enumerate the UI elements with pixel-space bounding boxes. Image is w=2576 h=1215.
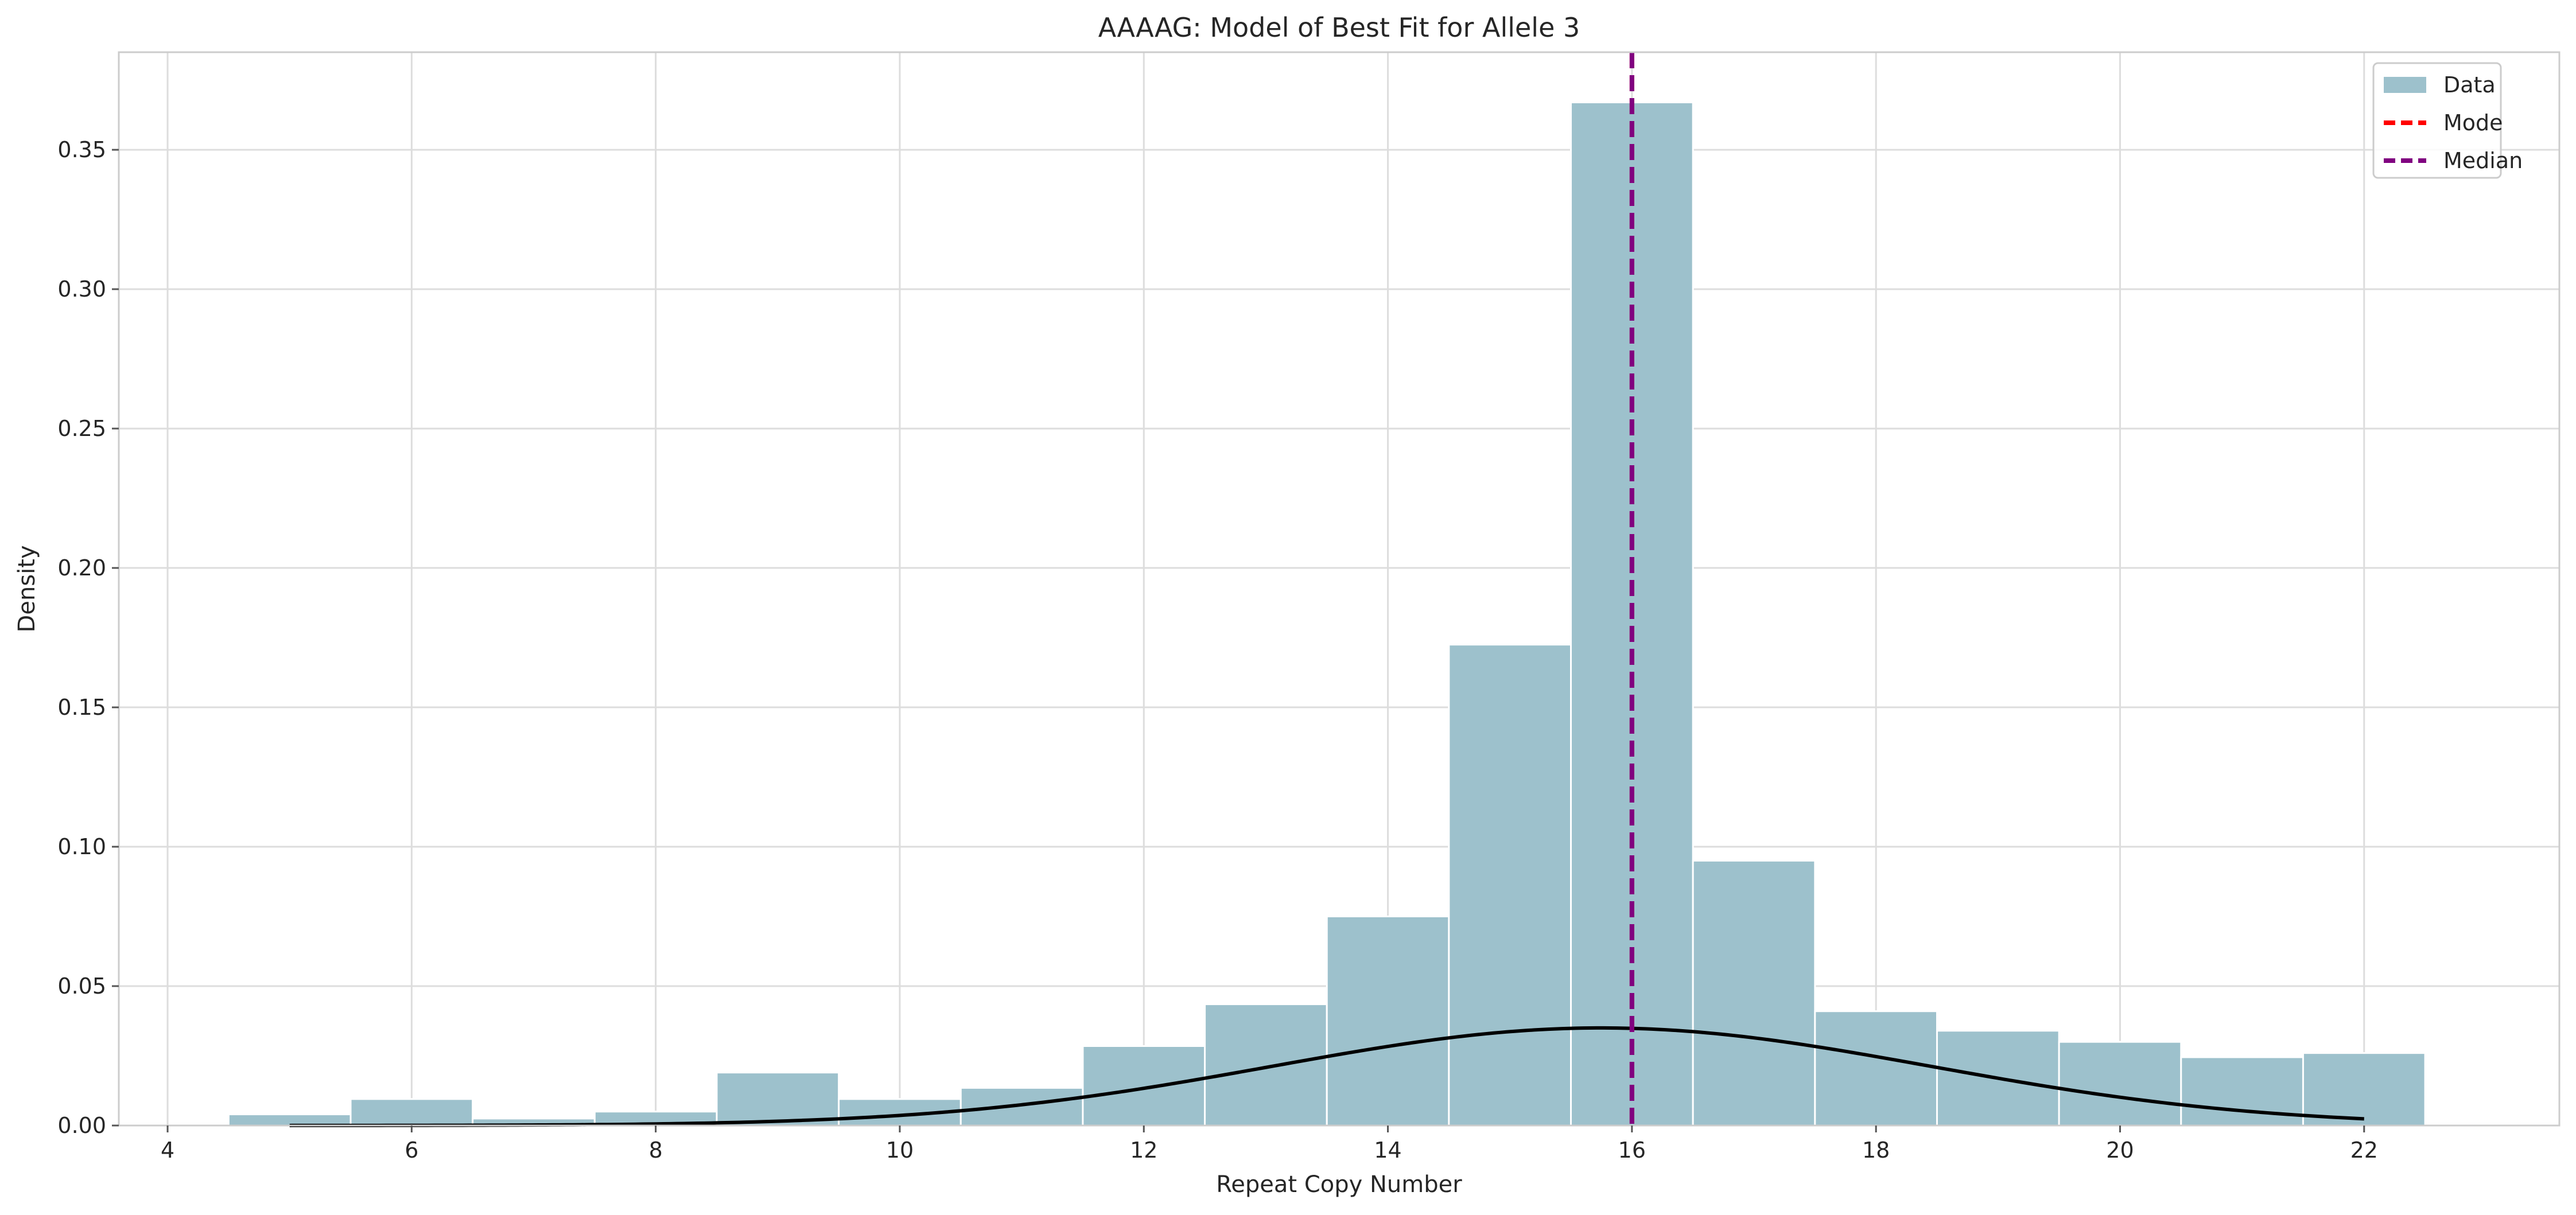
x-tick-label: 18 (1862, 1138, 1890, 1163)
y-tick-label: 0.15 (57, 695, 106, 720)
histogram-bar (2302, 1052, 2426, 1127)
x-tick-label: 8 (649, 1138, 663, 1163)
chart-title: AAAAG: Model of Best Fit for Allele 3 (1098, 12, 1580, 43)
y-tick-label: 0.30 (57, 277, 106, 302)
x-tick-label: 10 (886, 1138, 914, 1163)
histogram-bar (2058, 1041, 2182, 1127)
histogram-bar (1326, 916, 1450, 1127)
y-axis-title: Density (14, 545, 40, 632)
y-tick-label: 0.25 (57, 416, 106, 441)
y-tick-label: 0.20 (57, 555, 106, 581)
x-tick-label: 14 (1374, 1138, 1401, 1163)
histogram-bar (1082, 1045, 1206, 1127)
histogram-bar (349, 1098, 474, 1127)
legend-label-median: Median (2443, 148, 2523, 173)
x-axis-title: Repeat Copy Number (1216, 1171, 1462, 1198)
legend: Data Mode Median (2372, 62, 2523, 179)
x-tick-label: 22 (2350, 1138, 2378, 1163)
histogram-bar (1936, 1030, 2060, 1127)
x-tick-label: 16 (1618, 1138, 1646, 1163)
histogram-bars (227, 101, 2426, 1127)
legend-label-data: Data (2443, 72, 2496, 98)
x-axis-ticks: 4 6 8 10 12 14 16 18 20 22 (161, 1126, 2378, 1163)
histogram-bar (1204, 1003, 1328, 1127)
y-tick-label: 0.05 (57, 973, 106, 999)
histogram-bar (1814, 1010, 1938, 1127)
histogram-bar (716, 1072, 840, 1127)
histogram-bar (1448, 644, 1572, 1127)
fit-curve-line (289, 1026, 2364, 1127)
y-axis-ticks: 0.00 0.05 0.10 0.15 0.20 0.25 0.30 0.35 (57, 137, 119, 1138)
y-tick-label: 0.00 (57, 1113, 106, 1138)
plot-frame (118, 51, 2561, 1127)
histogram-bar (1692, 859, 1816, 1127)
y-tick-label: 0.10 (57, 834, 106, 859)
legend-swatch-data (2384, 77, 2426, 93)
x-tick-label: 6 (405, 1138, 418, 1163)
y-tick-label: 0.35 (57, 137, 106, 162)
x-tick-label: 4 (161, 1138, 174, 1163)
histogram-bar (959, 1087, 1084, 1127)
x-tick-label: 20 (2106, 1138, 2134, 1163)
x-tick-label: 12 (1130, 1138, 1157, 1163)
legend-label-mode: Mode (2443, 110, 2503, 135)
